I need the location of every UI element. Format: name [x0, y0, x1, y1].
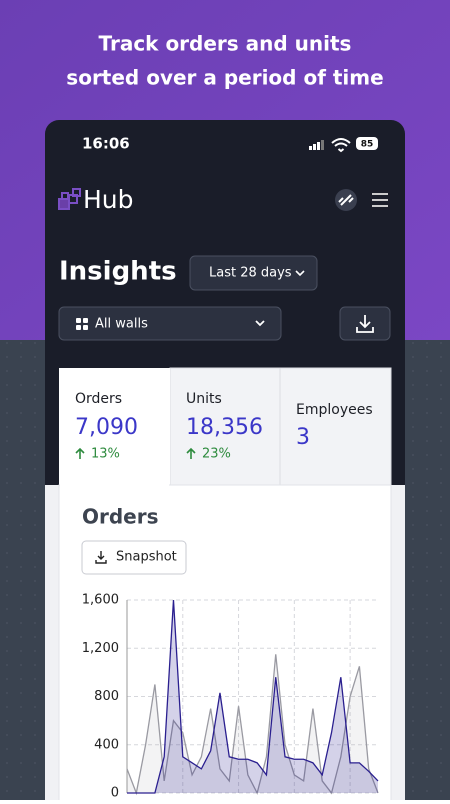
period-dropdown[interactable] [189, 255, 318, 291]
headline: sorted over a period of time [66, 66, 383, 90]
stat-change: 13% [91, 447, 120, 462]
chevron [255, 320, 265, 327]
battery-icon [356, 137, 378, 150]
stat-change: 23% [202, 447, 231, 462]
stat-label: Employees [296, 402, 373, 418]
area [127, 654, 378, 793]
stat-label: Orders [75, 391, 122, 407]
stat-value: 18,356 [186, 415, 263, 440]
wifi-icon [331, 138, 351, 153]
y-tick-label: 400 [94, 737, 119, 752]
stat-label: Units [186, 391, 222, 407]
y-tick-label: 0 [111, 786, 119, 801]
chart-card [58, 484, 392, 804]
app-logo: Hub [83, 185, 134, 214]
snapshot-button[interactable] [81, 540, 187, 575]
status-time: 16:06 [82, 135, 130, 153]
stat-value: 7,090 [75, 415, 138, 440]
wall-dropdown[interactable] [58, 306, 282, 341]
snapshot-label: Snapshot [116, 550, 177, 565]
up-arrow [186, 447, 196, 459]
up-arrow [75, 447, 85, 459]
y-tick-label: 800 [94, 689, 119, 704]
stat-card[interactable] [169, 367, 281, 486]
stat-card-active[interactable] [59, 368, 170, 498]
page-title: Insights [59, 257, 177, 287]
area [127, 600, 378, 793]
stat-card[interactable] [279, 367, 392, 486]
link-icon [338, 194, 354, 206]
line [127, 599, 379, 794]
download-icon [356, 315, 374, 333]
signal-icon [309, 140, 324, 150]
snapshot-icon [95, 551, 107, 564]
y-tick-label: 1,600 [82, 593, 119, 608]
wall-label: All walls [95, 317, 148, 332]
tab-join [60, 484, 169, 487]
grid-icon [76, 318, 88, 330]
menu-button[interactable] [372, 193, 388, 207]
chart-title: Orders [82, 505, 159, 529]
chevron [295, 270, 305, 277]
line [126, 654, 379, 796]
logo-mark [58, 188, 81, 210]
headline: Track orders and units [99, 32, 352, 56]
battery-level: 85 [361, 140, 374, 150]
stat-value: 3 [296, 425, 310, 450]
period-label: Last 28 days [209, 266, 292, 281]
y-tick-label: 1,200 [82, 641, 119, 656]
